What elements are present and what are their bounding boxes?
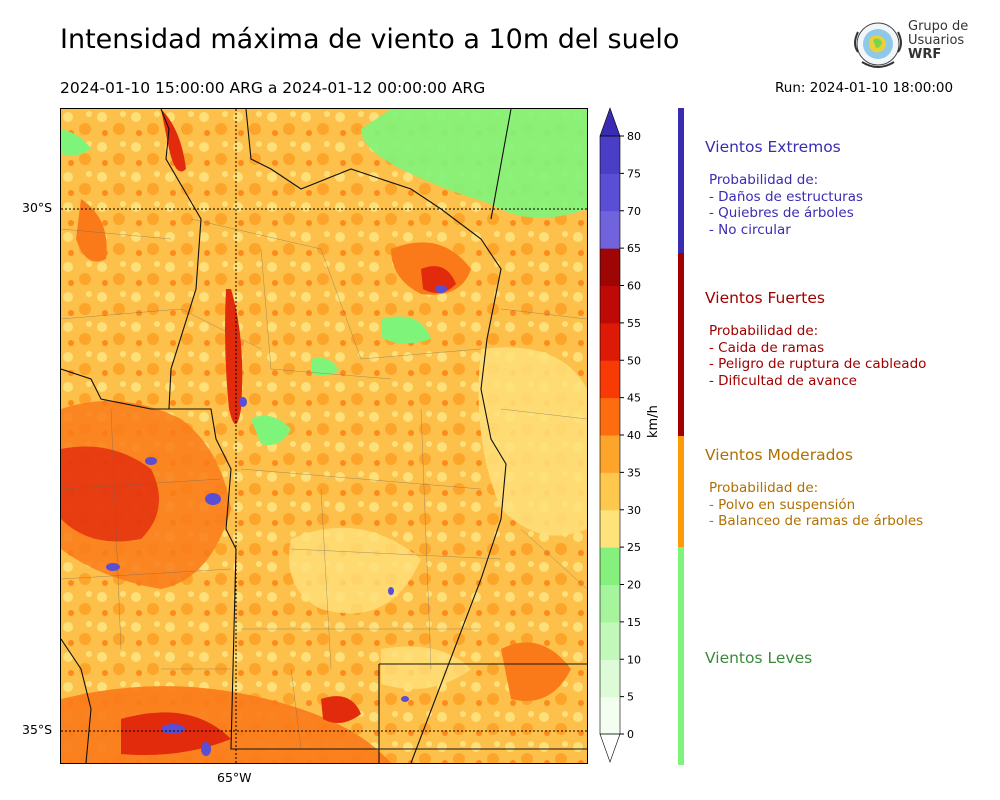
category-bar-strong [678,253,684,436]
extreme-wind-spot [435,285,447,293]
colorbar-tick-label: 45 [627,392,641,405]
colorbar-segment [600,210,620,249]
page-title: Intensidad máxima de viento a 10m del su… [60,24,680,55]
colorbar-tick-label: 20 [627,579,641,592]
category-title-strong: Vientos Fuertes [705,289,825,307]
colorbar-tick-label: 30 [627,504,641,517]
lat-label-35s: 35°S [22,722,53,737]
wrf-logo-icon [854,22,902,68]
colorbar-extend-bottom [599,733,621,763]
graticule [61,109,587,763]
colorbar-segment [600,360,620,399]
colorbar-segment [600,285,620,324]
logo-line-1: Grupo de [908,19,969,34]
category-bar-extreme [678,108,684,253]
colorbar-segment [600,173,620,212]
light-wind-area [361,109,587,218]
category-title-extreme: Vientos Extremos [705,138,841,156]
colorbar-tick-label: 15 [627,616,641,629]
colorbar-tick-label: 40 [627,429,641,442]
colorbar-segment [600,509,620,548]
lon-label-65w: 65°W [217,770,252,785]
province-borders [61,109,587,763]
colorbar-segment [600,322,620,361]
colorbar-tick-label: 65 [627,242,641,255]
colorbar-tick-label: 80 [627,130,641,143]
colorbar-tick-label: 10 [627,653,641,666]
colorbar-segment [600,584,620,623]
colorbar-segment [600,621,620,660]
category-bar-light [678,547,684,765]
colorbar-tick-label: 70 [627,205,641,218]
category-title-moderate: Vientos Moderados [705,446,853,464]
colorbar-tick-label: 0 [627,728,634,741]
colorbar-tick-label: 25 [627,541,641,554]
colorbar-segment [600,435,620,473]
colorbar-segment [600,659,620,698]
colorbar-tick-label: 5 [627,691,634,704]
category-desc-moderate: Probabilidad de: - Polvo en suspensión - … [709,480,924,529]
category-desc-extreme: Probabilidad de: - Daños de estructuras -… [709,172,864,238]
category-title-light: Vientos Leves [705,649,813,667]
category-bar-moderate [678,436,684,547]
colorbar-segment [600,547,620,585]
colorbar: 0 5 10 15 20 25 30 35 40 45 50 55 60 65 70 75 80 [599,107,641,763]
colorbar-tick-label: 55 [627,317,641,330]
category-desc-strong: Probabilidad de: - Caida de ramas - Pelig… [709,323,927,389]
colorbar-units: km/h [646,405,661,438]
colorbar-tick-label: 75 [627,167,641,180]
logo-text: Grupo de Usuarios WRF [908,20,968,62]
logo-line-3: WRF [908,47,942,62]
colorbar-tick-label: 50 [627,354,641,367]
colorbar-segment [600,696,620,735]
colorbar-tick-label: 60 [627,280,641,293]
logo-line-2: Usuarios [908,33,965,48]
colorbar-extend-top [599,107,621,137]
colorbar-segment [600,397,620,436]
colorbar-segment [600,472,620,511]
colorbar-segment [600,136,620,174]
colorbar-tick-label: 35 [627,466,641,479]
lat-label-30s: 30°S [22,200,53,215]
forecast-period: 2024-01-10 15:00:00 ARG a 2024-01-12 00:… [60,79,486,97]
run-time: Run: 2024-01-10 18:00:00 [775,80,954,96]
colorbar-segment [600,248,620,286]
wind-map [60,108,588,764]
department-borders [61,218,587,750]
